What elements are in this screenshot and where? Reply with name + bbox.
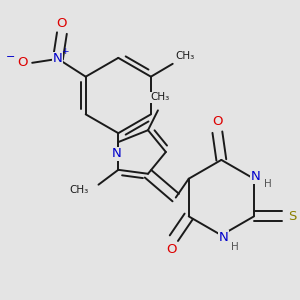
Text: N: N (111, 148, 121, 160)
Text: N: N (251, 170, 261, 183)
Text: H: H (231, 242, 239, 252)
Text: O: O (167, 243, 177, 256)
Text: O: O (212, 115, 223, 128)
Text: CH₃: CH₃ (176, 51, 195, 61)
Text: N: N (53, 52, 63, 65)
Text: CH₃: CH₃ (69, 184, 88, 195)
Text: −: − (6, 52, 15, 62)
Text: H: H (264, 179, 272, 189)
Text: S: S (288, 210, 297, 223)
Text: O: O (57, 17, 67, 30)
Text: +: + (61, 47, 69, 56)
Text: O: O (17, 56, 28, 69)
Text: CH₃: CH₃ (150, 92, 170, 102)
Text: N: N (218, 231, 228, 244)
